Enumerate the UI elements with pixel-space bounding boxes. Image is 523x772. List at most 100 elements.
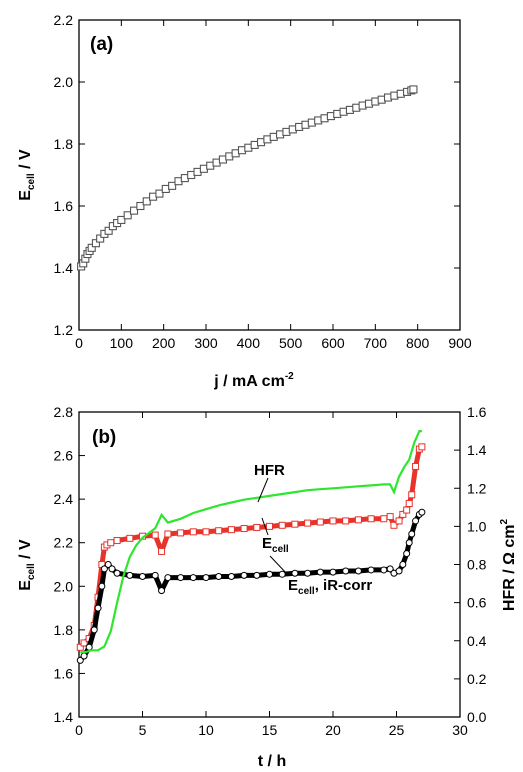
data-point-ecell — [367, 515, 375, 523]
data-point-ecell-ir-corr — [329, 568, 337, 576]
y-tick-label: 2.6 — [54, 448, 74, 464]
data-point-ecell-ir-corr — [240, 571, 248, 579]
data-point-ecell — [158, 547, 166, 555]
x-tick-label: 200 — [152, 335, 176, 351]
x-tick-label: 15 — [262, 722, 278, 738]
x-tick-label: 10 — [198, 722, 214, 738]
data-point — [155, 189, 164, 198]
data-point-ecell-ir-corr — [304, 569, 312, 577]
data-point — [91, 239, 100, 248]
y2-tick-label: 1.2 — [467, 480, 487, 496]
y-tick-label: 2.4 — [54, 491, 74, 507]
data-point-ecell — [386, 513, 394, 521]
data-point-ecell — [80, 639, 88, 647]
y-tick-label: 1.4 — [54, 260, 74, 276]
data-point — [96, 234, 105, 243]
data-point-ecell-ir-corr — [100, 565, 108, 573]
data-point-ecell-ir-corr — [412, 517, 420, 525]
x-tick-label: 0 — [75, 722, 83, 738]
hfr-leader-line — [257, 477, 269, 503]
y2-tick-label: 0.2 — [467, 671, 487, 687]
data-point-ecell-ir-corr — [164, 574, 172, 582]
data-point-ecell-ir-corr — [408, 530, 416, 538]
data-point-ecell — [177, 529, 185, 537]
panel-label-b: (b) — [92, 427, 116, 448]
data-point-ecell-ir-corr — [80, 652, 88, 660]
y-tick-label: 1.6 — [54, 198, 74, 214]
series-line-hfr — [80, 430, 422, 654]
data-point-ecell — [278, 521, 286, 529]
y-axis-label-a: Ecell / V — [17, 149, 37, 201]
data-point-ecell-ir-corr — [316, 568, 324, 576]
x-tick-label: 30 — [452, 722, 468, 738]
data-point-ecell-ir-corr — [380, 566, 388, 574]
data-point — [87, 243, 96, 252]
data-point-ecell-ir-corr — [399, 561, 407, 568]
annotation-ecell-ir-corr: Ecell, iR-corr — [288, 577, 372, 597]
data-point-ecell — [380, 515, 388, 523]
x-tick-label: 25 — [389, 722, 405, 738]
y-tick-label: 1.2 — [54, 322, 74, 338]
data-point-ecell-ir-corr — [126, 571, 134, 579]
data-point — [129, 206, 139, 215]
data-point — [136, 201, 145, 211]
x-tick-label: 700 — [364, 335, 388, 351]
x-tick-label: 800 — [406, 335, 430, 351]
plot-frame-a — [78, 19, 461, 331]
y2-tick-label: 0.8 — [467, 557, 487, 573]
data-point-ecell-ir-corr — [177, 574, 185, 582]
data-point-ecell-ir-corr — [139, 572, 146, 580]
data-point — [168, 181, 177, 190]
data-point-ecell-ir-corr — [90, 626, 98, 634]
y-tick-label: 1.4 — [54, 709, 74, 725]
data-point-ecell — [329, 517, 337, 525]
data-point — [104, 226, 113, 235]
data-point-ecell-ir-corr — [418, 508, 426, 516]
data-point-ecell — [202, 528, 210, 536]
series-line-ecell — [78, 444, 424, 649]
x-tick-label: 100 — [110, 335, 134, 351]
data-point-ecell-ir-corr — [227, 572, 235, 580]
axis-ticks-a: 0 100 200 300 400 500 600 700 800 900 1.2 1.4 1.6 1.8… — [54, 12, 472, 351]
data-point-ecell — [76, 643, 84, 651]
data-point-ecell-ir-corr — [98, 582, 106, 590]
y-tick-label: 1.8 — [54, 136, 74, 152]
data-point-ecell — [403, 506, 411, 514]
data-point-ecell-ir-corr — [253, 571, 261, 579]
data-point-ecell — [408, 491, 416, 499]
y-tick-label: 2.8 — [54, 404, 74, 420]
data-point — [123, 211, 132, 220]
data-point-ecell-ir-corr — [94, 604, 102, 612]
data-point-ecell — [412, 462, 420, 470]
y-tick-label: 1.8 — [54, 622, 74, 638]
x-tick-label: 0 — [75, 335, 83, 351]
data-point-ecell — [227, 526, 235, 534]
data-point-ecell — [126, 534, 134, 542]
chart-panel-b: 0 5 10 15 20 25 30 1.4 1.6 1.8 2.0 2.2 2.4 2.6 2.8 0.0 0… — [17, 404, 518, 770]
x-tick-label: 600 — [321, 335, 345, 351]
data-point-ecell — [113, 537, 121, 545]
data-point-ecell — [253, 523, 261, 531]
chart-panel-a: 0 100 200 300 400 500 600 700 800 900 1.2 1.4 1.6 1.8… — [17, 12, 472, 390]
data-point-ecell-ir-corr — [342, 567, 350, 575]
y2-tick-label: 0.4 — [467, 633, 487, 649]
data-point-ecell — [316, 518, 324, 526]
data-point — [409, 85, 418, 94]
data-point-ecell — [291, 520, 299, 528]
x-axis-label-a: j / mA cm-2 — [213, 371, 294, 390]
data-point-ecell — [354, 516, 362, 524]
data-point-ecell — [395, 517, 403, 525]
y2-tick-label: 0.6 — [467, 595, 487, 611]
data-point-ecell — [390, 521, 398, 529]
y2-tick-label: 1.0 — [467, 518, 487, 534]
y2-tick-label: 1.6 — [467, 404, 487, 420]
data-point-ecell-ir-corr — [189, 574, 197, 582]
data-point-ecell-ir-corr — [108, 565, 116, 573]
data-point-ecell-ir-corr — [158, 587, 166, 595]
data-point-ecell-ir-corr — [367, 566, 375, 574]
x-axis-label-b: t / h — [258, 753, 286, 770]
data-point-ecell — [342, 517, 350, 525]
data-point-ecell-ir-corr — [151, 571, 159, 579]
data-point-ecell — [399, 510, 407, 518]
data-point-ecell — [189, 528, 197, 536]
